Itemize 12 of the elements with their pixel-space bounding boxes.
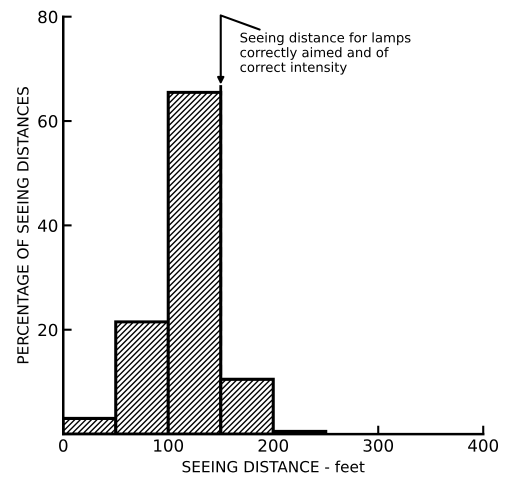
x-tick-label: 0: [59, 439, 68, 452]
annotation: Seeing distance for lamps correctly aimed and of correct intensity: [240, 32, 410, 75]
x-axis-title: SEEING DISTANCE - feet: [182, 460, 365, 472]
x-tick-label: 400: [468, 439, 498, 452]
y-axis-title: PERCENTAGE OF SEEING DISTANCES: [17, 87, 29, 364]
x-tick-label: 300: [364, 439, 394, 452]
y-tick-label: 80: [38, 10, 58, 24]
y-tick-label: 20: [38, 324, 58, 336]
x-tick-label: 200: [258, 439, 288, 452]
x-tick-label: 100: [154, 439, 184, 452]
y-tick-label: 60: [38, 115, 58, 128]
y-tick-label: 40: [38, 219, 58, 232]
